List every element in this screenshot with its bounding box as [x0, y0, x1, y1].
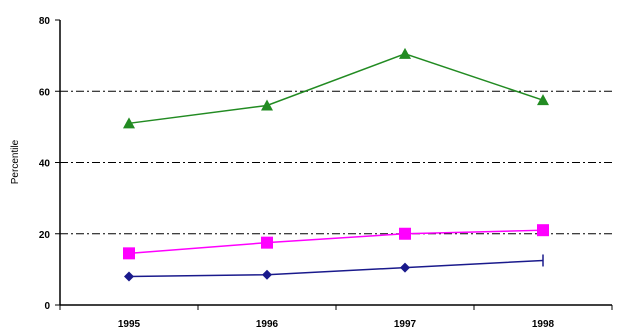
y-axis-label: Percentile: [10, 139, 21, 184]
gridlines: [60, 90, 612, 235]
data-point: [400, 262, 410, 273]
series-group: [123, 47, 549, 282]
y-tick-label: 80: [39, 16, 51, 27]
x-tick-label: 1996: [256, 319, 279, 329]
y-tick-label: 0: [44, 301, 50, 312]
x-tick-label: 1998: [532, 319, 555, 329]
data-point: [261, 236, 273, 249]
x-tick-label: 1997: [394, 319, 417, 329]
data-point: [123, 247, 135, 260]
x-tick-label: 1995: [118, 319, 141, 329]
data-point: [262, 269, 272, 280]
y-tick-label: 40: [39, 159, 51, 170]
data-point: [537, 94, 549, 106]
data-point: [261, 99, 273, 111]
y-tick-label: 60: [39, 87, 51, 98]
series-1: [123, 47, 549, 129]
series-3: [124, 254, 544, 282]
data-point: [123, 117, 135, 129]
x-ticks: 1995 1996 1997 1998: [59, 305, 613, 329]
series-2: [123, 224, 549, 260]
y-ticks: 0 20 40 60 80: [39, 16, 60, 312]
data-point: [399, 47, 411, 59]
series-line: [128, 229, 544, 255]
data-point: [399, 227, 411, 240]
y-tick-label: 20: [39, 230, 51, 241]
series-line: [128, 53, 544, 125]
series-line: [128, 259, 544, 278]
data-point: [124, 271, 134, 282]
data-point: [537, 224, 549, 237]
